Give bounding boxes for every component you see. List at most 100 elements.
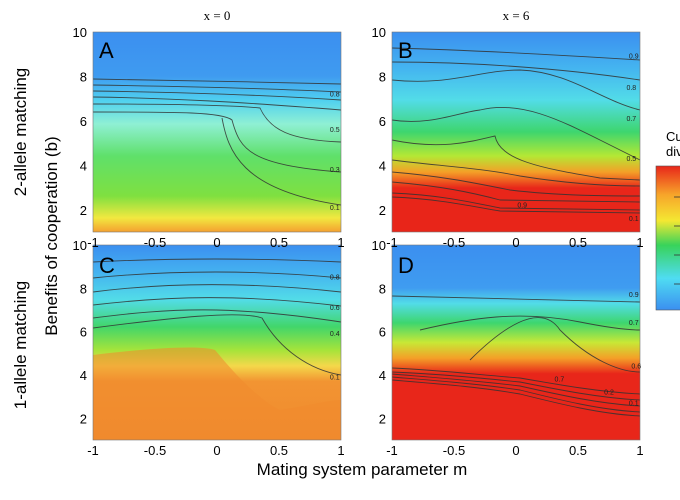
contour-line <box>392 47 640 61</box>
y-tick-label: 8 <box>379 281 386 296</box>
x-tick-label: 0 <box>512 443 519 458</box>
x-tick-label: -0.5 <box>443 235 465 250</box>
y-tick-label: 8 <box>80 69 87 84</box>
contour-line <box>392 192 640 211</box>
panel-letter: D <box>398 253 414 278</box>
contour-label: 0.9 <box>629 54 639 61</box>
x-tick-label: -0.5 <box>144 443 166 458</box>
contour-label: 0.8 <box>330 91 340 98</box>
y-tick-label: 2 <box>80 411 87 426</box>
contour-line <box>93 258 341 263</box>
row-title-2-allele: 2-allele matching <box>11 68 30 197</box>
contour-line <box>392 171 640 197</box>
contour-line <box>392 367 640 395</box>
colorbar: Cue dive <box>655 129 680 311</box>
y-tick-label: 4 <box>80 158 87 173</box>
contour-label: 0.1 <box>330 205 340 212</box>
x-tick-label: -0.5 <box>443 443 465 458</box>
x-tick-label: 0 <box>213 443 220 458</box>
contour-line <box>93 84 341 93</box>
y-tick-label: 6 <box>379 325 386 340</box>
y-tick-label: 10 <box>73 238 87 253</box>
y-tick-label: 2 <box>379 203 386 218</box>
contour-line <box>392 135 640 181</box>
column-title-x0: x = 0 <box>204 8 231 23</box>
panel-a: A <box>92 31 342 233</box>
contour-label: 0.9 <box>517 203 527 210</box>
x-tick-label: -1 <box>87 235 99 250</box>
colorbar-title-line2: dive <box>666 144 680 159</box>
contour-line <box>392 69 640 111</box>
contour-label: 0.8 <box>330 275 340 282</box>
contour-line <box>469 317 640 373</box>
colorbar-gradient <box>655 165 680 311</box>
contour-label: 0.4 <box>330 331 340 338</box>
contour-label: 0.5 <box>330 127 340 134</box>
contour-line <box>392 181 640 203</box>
y-tick-label: 10 <box>372 238 386 253</box>
contour-line <box>392 61 640 81</box>
contour-line <box>392 106 640 161</box>
y-tick-label: 6 <box>80 114 87 129</box>
panel-letter: A <box>99 38 114 63</box>
contour-label: 0.1 <box>330 374 340 381</box>
contour-line <box>93 271 341 279</box>
contour-line <box>392 295 640 303</box>
contour-label: 0.9 <box>629 292 639 299</box>
contour-line <box>392 376 640 413</box>
colorbar-title-line1: Cue <box>666 129 680 144</box>
contour-line <box>392 379 640 417</box>
y-tick-label: 8 <box>379 69 386 84</box>
contour-line <box>419 315 640 331</box>
y-tick-label: 10 <box>73 25 87 40</box>
y-axis-title: Benefits of cooperation (b) <box>42 136 61 335</box>
contour-line <box>93 314 341 376</box>
x-tick-label: 0.5 <box>270 443 288 458</box>
contour-label: 0.3 <box>330 167 340 174</box>
contour-line <box>93 96 341 111</box>
contour-label: 0.2 <box>604 390 614 397</box>
contour-line <box>93 90 341 101</box>
y-tick-label: 4 <box>379 368 386 383</box>
y-tick-label: 2 <box>80 203 87 218</box>
x-tick-label: -1 <box>386 443 398 458</box>
panel-letter: B <box>398 38 413 63</box>
panel-c: C <box>92 244 342 441</box>
contour-labels: 0.8 0.5 0.3 0.1 0.9 0.8 0.7 0.5 0.9 0.1 0.8 0.6 0.4 0… <box>330 54 641 408</box>
x-tick-label: 1 <box>636 235 643 250</box>
x-axis-title: Mating system parameter m <box>257 460 468 479</box>
contour-line <box>392 196 640 214</box>
panel-b: B <box>391 31 641 233</box>
x-tick-label: 0.5 <box>270 235 288 250</box>
contour-line <box>392 159 640 187</box>
contour-line <box>93 297 341 307</box>
x-tick-label: 1 <box>337 235 344 250</box>
contour-line <box>93 284 341 293</box>
contour-line <box>93 103 341 143</box>
x-tick-label: 1 <box>337 443 344 458</box>
x-tick-label: -0.5 <box>144 235 166 250</box>
x-tick-label: 0.5 <box>569 443 587 458</box>
contour-label: 0.7 <box>626 116 636 123</box>
contour-line <box>93 309 341 323</box>
contour-label: 0.6 <box>631 364 641 371</box>
contour-line <box>221 117 341 206</box>
x-tick-label: -1 <box>386 235 398 250</box>
contour-line <box>392 373 640 407</box>
x-tick-label: 0 <box>512 235 519 250</box>
contour-label: 0.7 <box>629 320 639 327</box>
contour-label: 0.6 <box>330 305 340 312</box>
y-tick-label: 4 <box>80 368 87 383</box>
column-title-x6: x = 6 <box>503 8 530 23</box>
contour-label: 0.1 <box>629 400 639 407</box>
contour-line <box>93 78 341 85</box>
contour-label: 0.1 <box>629 216 639 223</box>
panel-d-heatmap <box>392 245 640 440</box>
x-tick-label: 0.5 <box>569 235 587 250</box>
x-tick-label: -1 <box>87 443 99 458</box>
x-tick-label: 0 <box>213 235 220 250</box>
panel-d: D <box>391 244 641 441</box>
panel-letter: C <box>99 253 115 278</box>
